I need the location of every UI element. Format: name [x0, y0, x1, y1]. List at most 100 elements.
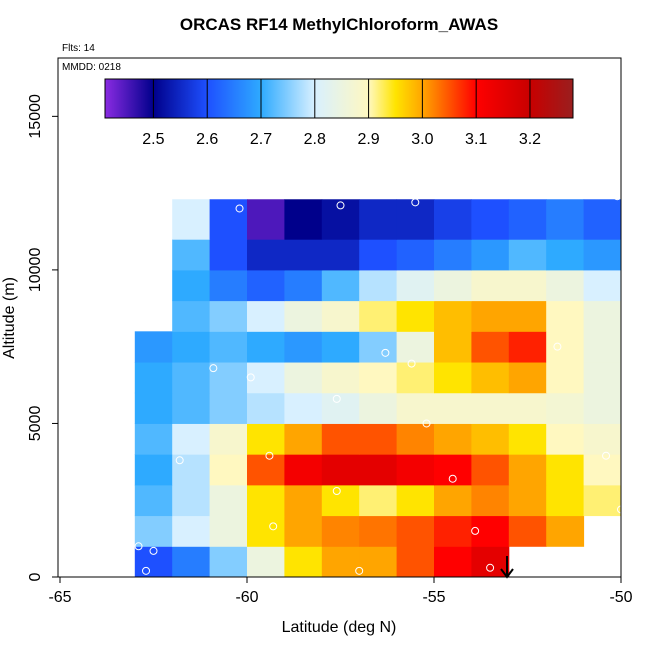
heat-cell: [546, 423, 585, 455]
heat-cell: [172, 362, 211, 394]
heat-cell: [583, 269, 622, 302]
heat-cell: [583, 362, 622, 394]
heat-cell: [359, 199, 398, 240]
heat-cell: [508, 515, 547, 547]
heat-cell: [209, 546, 248, 578]
heat-cell: [321, 331, 360, 363]
heat-cell: [321, 484, 360, 517]
heat-cell: [284, 199, 323, 240]
heat-cell: [172, 515, 211, 547]
heat-cell: [434, 199, 472, 240]
heat-cell: [134, 515, 173, 547]
y-tick-label: 5000: [27, 406, 44, 442]
colorbar-tick-label: 2.9: [357, 131, 379, 148]
y-tick-label: 15000: [27, 94, 44, 139]
heat-cell: [359, 239, 398, 271]
heat-cell: [359, 454, 398, 486]
heat-cell: [284, 392, 323, 424]
heat-cell: [359, 423, 398, 455]
heat-cell: [359, 331, 398, 363]
heat-cell: [471, 269, 510, 302]
heat-cell: [209, 423, 248, 455]
heat-cell: [471, 484, 510, 517]
heat-cell: [209, 484, 248, 517]
heat-cell: [247, 423, 285, 455]
heat-cell: [508, 239, 547, 271]
heat-cell: [434, 392, 472, 424]
heat-cell: [209, 331, 248, 363]
heat-cell: [247, 362, 285, 394]
heat-cell: [359, 392, 398, 424]
sample-point: [332, 487, 341, 496]
heat-cell: [434, 454, 472, 486]
heat-cell: [134, 454, 173, 486]
heat-cell: [209, 454, 248, 486]
heat-cell: [209, 300, 248, 332]
heat-cell: [284, 423, 323, 455]
heat-cell: [396, 484, 435, 517]
heat-cell: [583, 484, 622, 517]
heat-cell: [284, 546, 323, 578]
samples: [134, 192, 625, 575]
heat-cell: [396, 454, 435, 486]
heat-cell: [583, 300, 622, 332]
heat-cell: [284, 362, 323, 394]
heat-cell: [134, 423, 173, 455]
heat-cell: [396, 362, 435, 394]
heat-cell: [396, 515, 435, 547]
heat-cell: [321, 199, 360, 240]
sample-point: [486, 563, 495, 572]
colorbar: 2.5 2.6 2.7 2.8 2.9 3.0 3.1 3.2: [104, 78, 574, 148]
heat-cell: [471, 454, 510, 486]
heat-cell: [247, 546, 285, 578]
heat-cell: [209, 362, 248, 394]
colorbar-tick-label: 2.5: [142, 131, 164, 148]
sample-point: [381, 348, 390, 357]
heat-cell: [508, 423, 547, 455]
colorbar-tick-label: 2.7: [250, 131, 272, 148]
heat-cell: [172, 484, 211, 517]
heat-cell: [284, 331, 323, 363]
heat-cell: [508, 362, 547, 394]
sample-point: [332, 394, 341, 403]
heat-cell: [434, 362, 472, 394]
heat-cell: [247, 199, 285, 240]
heat-cell: [546, 484, 585, 517]
heat-cell: [321, 362, 360, 394]
heat-cell: [434, 300, 472, 332]
heat-cell: [284, 484, 323, 517]
heat-cell: [134, 331, 173, 363]
heat-cell: [172, 331, 211, 363]
heat-cell: [546, 454, 585, 486]
sample-point: [471, 526, 480, 535]
heat-cell: [546, 331, 585, 363]
heat-cell: [359, 269, 398, 302]
heat-cell: [284, 269, 323, 302]
heat-cell: [247, 300, 285, 332]
heat-cell: [471, 392, 510, 424]
sample-point: [149, 546, 158, 555]
sample-point: [209, 364, 218, 373]
heat-cell: [396, 269, 435, 302]
heat-cell: [396, 392, 435, 424]
heat-cell: [134, 392, 173, 424]
sample-point: [265, 451, 274, 460]
sample-point: [175, 456, 184, 465]
heat-cell: [209, 239, 248, 271]
heat-cell: [396, 239, 435, 271]
heat-cell: [134, 484, 173, 517]
heat-cell: [284, 300, 323, 332]
heat-cell: [434, 239, 472, 271]
heat-cell: [434, 484, 472, 517]
annotation: Flts: 14: [62, 43, 95, 54]
heat-cell: [247, 515, 285, 547]
heat-cell: [546, 269, 585, 302]
heat-cell: [471, 199, 510, 240]
heat-cell: [359, 300, 398, 332]
sample-point: [407, 359, 416, 368]
x-tick-label: -65: [48, 589, 71, 606]
sample-point: [613, 192, 622, 201]
colorbar-tick-label: 2.6: [196, 131, 218, 148]
heat-cell: [284, 454, 323, 486]
heat-cell: [134, 546, 173, 578]
